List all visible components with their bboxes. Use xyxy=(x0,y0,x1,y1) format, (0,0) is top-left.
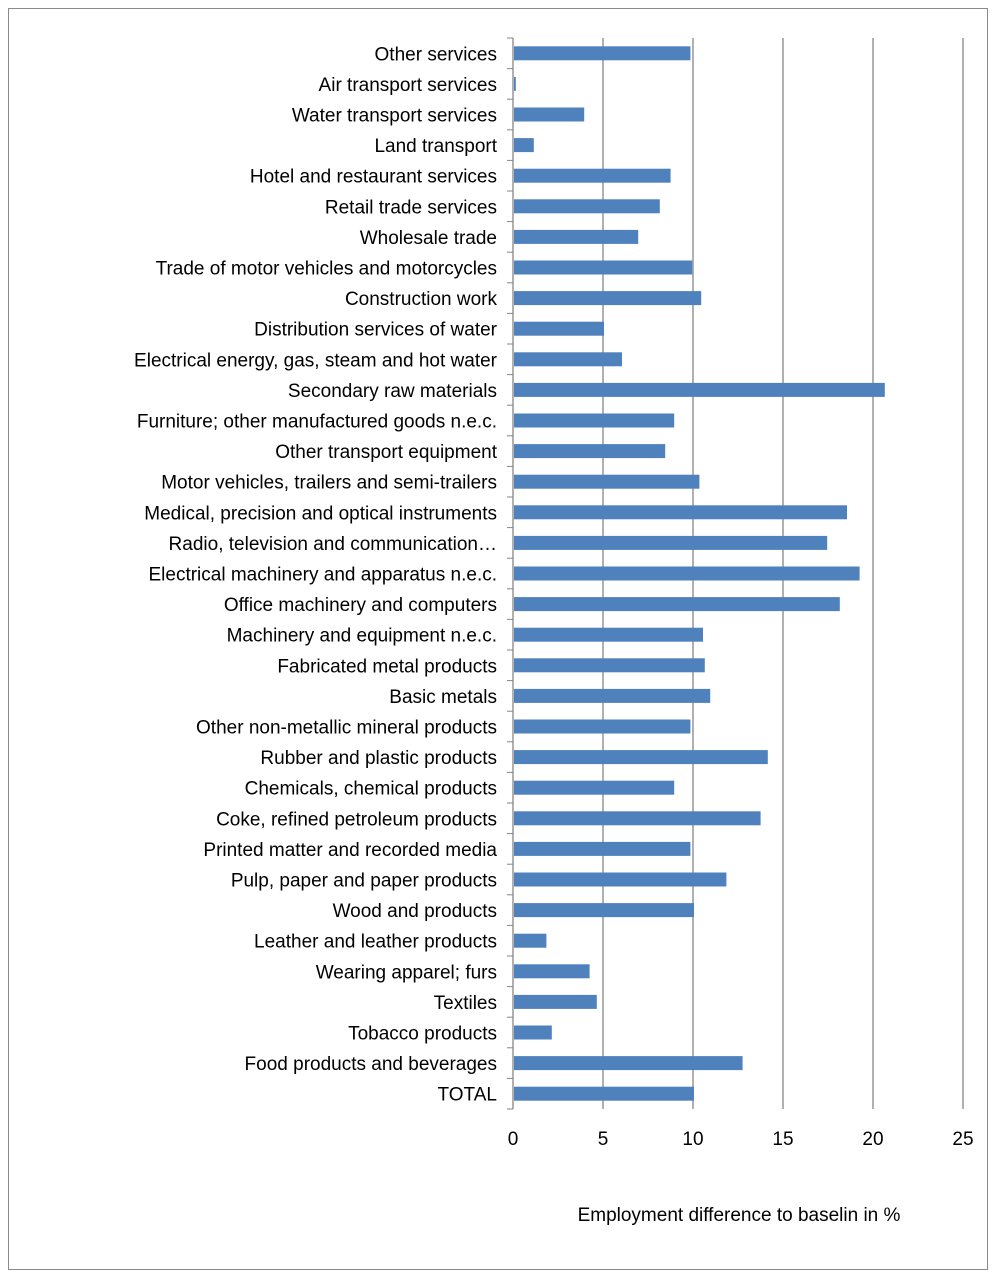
x-tick-label: 0 xyxy=(508,1129,519,1150)
category-label: Pulp, paper and paper products xyxy=(231,871,497,892)
category-label: Water transport services xyxy=(292,106,497,127)
category-label: Other non-metallic mineral products xyxy=(196,718,497,739)
category-label: Electrical machinery and apparatus n.e.c… xyxy=(148,565,497,586)
bar xyxy=(514,994,597,1009)
category-label: Machinery and equipment n.e.c. xyxy=(227,626,497,647)
bar xyxy=(514,841,691,856)
bar xyxy=(514,750,768,765)
category-label: Other services xyxy=(375,44,497,65)
category-label: Air transport services xyxy=(319,75,497,96)
bar xyxy=(514,260,693,275)
bar xyxy=(514,76,516,91)
category-label: Retail trade services xyxy=(325,197,497,218)
category-label: Textiles xyxy=(434,993,497,1014)
category-label: TOTAL xyxy=(438,1085,497,1106)
category-label: Fabricated metal products xyxy=(277,656,497,677)
chart-frame: Other services Air transport services Wate… xyxy=(8,8,988,1270)
bar xyxy=(514,444,666,459)
category-label: Medical, precision and optical instrumen… xyxy=(144,503,497,524)
bar xyxy=(514,627,703,642)
category-label: Trade of motor vehicles and motorcycles xyxy=(156,259,497,280)
bar xyxy=(514,474,700,489)
category-label: Wood and products xyxy=(333,901,497,922)
bar-chart: Other services Air transport services Wate… xyxy=(134,37,974,1226)
category-label: Basic metals xyxy=(389,687,497,708)
category-label: Coke, refined petroleum products xyxy=(216,809,497,830)
category-label: Wearing apparel; furs xyxy=(316,962,497,983)
category-label: Radio, television and communication… xyxy=(169,534,497,555)
bar xyxy=(514,505,847,520)
category-label: Secondary raw materials xyxy=(288,381,497,402)
bar xyxy=(514,1025,552,1040)
category-label: Electrical energy, gas, steam and hot wa… xyxy=(134,350,498,371)
bar xyxy=(514,1086,694,1101)
x-tick-label: 20 xyxy=(862,1129,883,1150)
bar xyxy=(514,352,622,367)
bars xyxy=(514,46,885,1101)
category-label: Tobacco products xyxy=(348,1024,497,1045)
category-label: Land transport xyxy=(374,136,497,157)
category-label: Distribution services of water xyxy=(254,320,498,341)
bar xyxy=(514,872,727,887)
x-tick-label: 25 xyxy=(952,1129,973,1150)
bar xyxy=(514,382,885,397)
category-label: Wholesale trade xyxy=(360,228,497,249)
category-label: Chemicals, chemical products xyxy=(245,779,497,800)
bar xyxy=(514,138,534,153)
category-label: Hotel and restaurant services xyxy=(250,167,497,188)
bar xyxy=(514,597,840,612)
bar xyxy=(514,658,705,673)
category-label: Rubber and plastic products xyxy=(260,748,497,769)
axes xyxy=(507,37,514,1110)
bar xyxy=(514,321,604,336)
bar xyxy=(514,1056,743,1071)
bar xyxy=(514,811,761,826)
category-label: Motor vehicles, trailers and semi-traile… xyxy=(161,473,497,494)
category-label: Food products and beverages xyxy=(245,1054,497,1075)
bar xyxy=(514,780,675,795)
category-label: Printed matter and recorded media xyxy=(203,840,497,861)
bar xyxy=(514,688,711,703)
x-tick-label: 15 xyxy=(772,1129,793,1150)
bar xyxy=(514,535,828,550)
bar xyxy=(514,199,660,214)
bar xyxy=(514,413,675,428)
x-tick-label: 5 xyxy=(598,1129,609,1150)
bar xyxy=(514,229,639,244)
category-label: Construction work xyxy=(345,289,498,310)
bar xyxy=(514,566,860,581)
bar xyxy=(514,168,671,183)
category-label: Leather and leather products xyxy=(254,932,497,953)
category-label: Office machinery and computers xyxy=(224,595,497,616)
bar xyxy=(514,903,694,918)
bar xyxy=(514,964,590,979)
bar xyxy=(514,719,691,734)
x-tick-label: 10 xyxy=(682,1129,703,1150)
category-label: Other transport equipment xyxy=(275,442,498,463)
category-label: Furniture; other manufactured goods n.e.… xyxy=(137,412,497,433)
bar xyxy=(514,107,585,122)
bar xyxy=(514,933,547,948)
bar xyxy=(514,291,702,306)
category-labels: Other services Air transport services Wate… xyxy=(134,44,498,1105)
tick-labels: 0 5 10 15 20 25 xyxy=(508,1129,974,1150)
x-axis-title: Employment difference to baselin in % xyxy=(578,1205,901,1226)
bar xyxy=(514,46,691,61)
